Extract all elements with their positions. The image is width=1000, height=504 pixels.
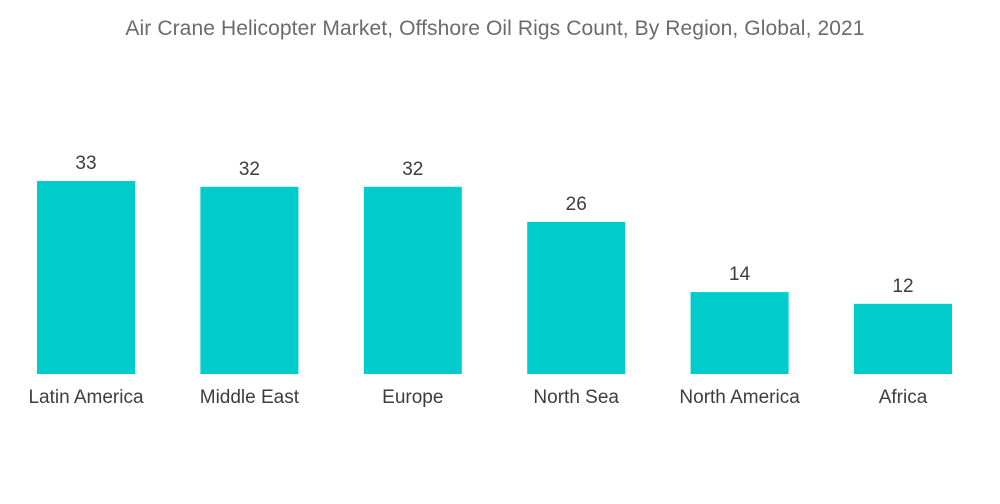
bar-africa [854, 303, 952, 374]
chart-title: Air Crane Helicopter Market, Offshore Oi… [125, 17, 865, 40]
category-label-north-sea: North Sea [533, 387, 619, 408]
category-label-europe: Europe [382, 387, 443, 408]
value-label-middle-east: 32 [239, 159, 260, 180]
bar-north-america [690, 292, 789, 374]
bar-middle-east [200, 186, 299, 374]
bar-europe [363, 186, 462, 374]
category-label-africa: Africa [879, 387, 928, 408]
category-label-latin-america: Latin America [28, 387, 144, 408]
bars-layer [37, 181, 952, 374]
value-labels-layer: 33 32 32 26 14 12 [75, 153, 913, 297]
category-labels-layer: Latin America Middle East Europe North Sea N… [28, 387, 927, 408]
value-label-north-america: 14 [729, 264, 751, 285]
category-label-north-america: North America [679, 387, 800, 408]
bar-north-sea [527, 221, 626, 374]
value-label-europe: 32 [402, 159, 423, 180]
category-label-middle-east: Middle East [200, 387, 300, 408]
value-label-africa: 12 [892, 276, 913, 297]
value-label-latin-america: 33 [75, 153, 96, 174]
bar-latin-america [37, 181, 135, 374]
value-label-north-sea: 26 [566, 194, 587, 215]
